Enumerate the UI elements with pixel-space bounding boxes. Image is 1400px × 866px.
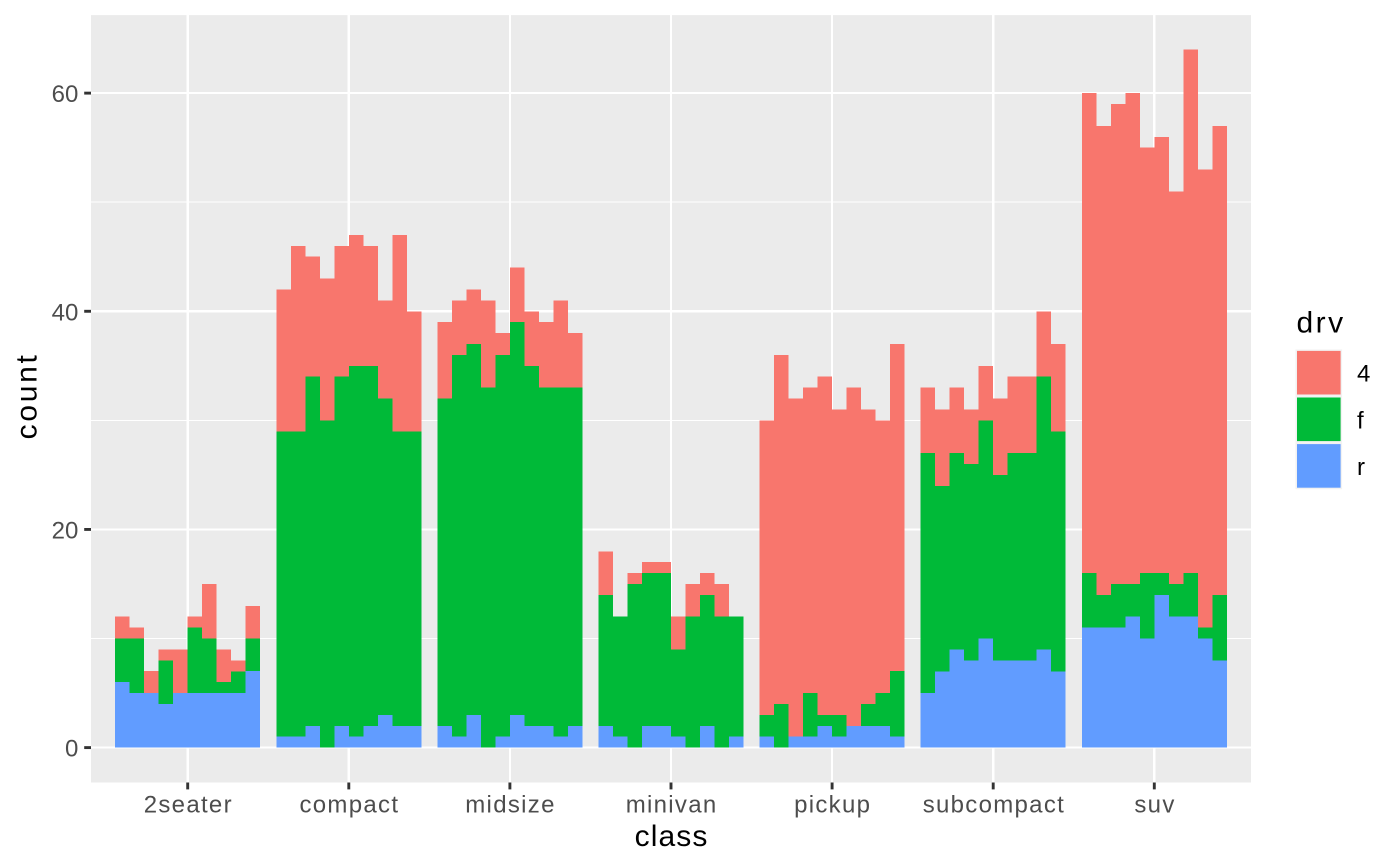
svg-text:40: 40 — [52, 299, 79, 326]
svg-text:minivan: minivan — [626, 792, 718, 819]
svg-text:drv: drv — [1297, 307, 1346, 340]
svg-text:midsize: midsize — [465, 792, 555, 819]
svg-text:f: f — [1357, 407, 1364, 434]
svg-text:r: r — [1357, 454, 1365, 481]
svg-text:compact: compact — [299, 792, 399, 819]
svg-text:0: 0 — [65, 736, 78, 763]
svg-text:20: 20 — [52, 517, 79, 544]
svg-text:60: 60 — [52, 81, 79, 108]
svg-text:count: count — [11, 352, 44, 439]
svg-text:subcompact: subcompact — [923, 792, 1065, 819]
svg-text:pickup: pickup — [794, 792, 871, 819]
svg-text:suv: suv — [1134, 792, 1175, 819]
svg-text:2seater: 2seater — [144, 792, 233, 819]
svg-text:class: class — [635, 820, 709, 853]
svg-text:4: 4 — [1357, 361, 1370, 388]
